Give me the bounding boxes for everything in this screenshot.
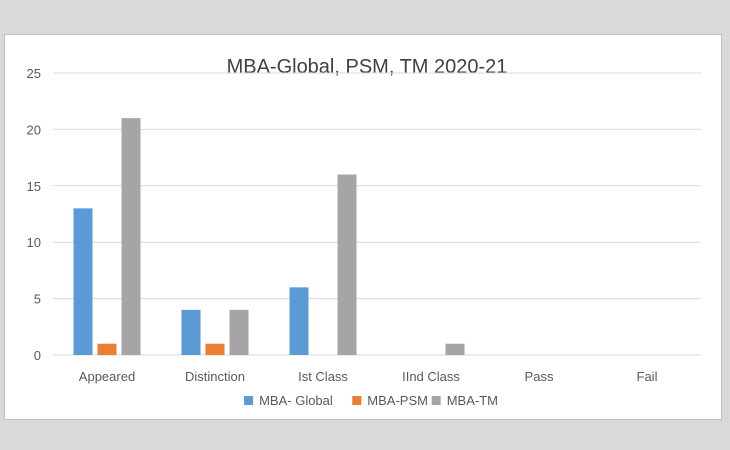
legend-label: MBA-PSM: [367, 393, 428, 408]
y-tick-label: 0: [34, 348, 41, 363]
legend: MBA- Global MBA-PSM MBA-TM: [244, 393, 498, 408]
bar-2-2: [205, 343, 225, 355]
bar-chart: MBA-Global, PSM, TM 2020-21 0 5 10 15 20 25 A…: [27, 56, 701, 408]
x-axis-ticks: Appeared Distinction Ist Class IInd Class Pa…: [79, 369, 658, 384]
bar-1-1: [73, 208, 93, 355]
x-tick-label: Appeared: [79, 369, 135, 384]
y-tick-label: 20: [27, 122, 41, 137]
x-tick-label: Ist Class: [298, 369, 348, 384]
legend-swatch: [244, 396, 254, 405]
y-tick-label: 10: [27, 235, 41, 250]
bar-3-1: [121, 118, 141, 356]
y-tick-label: 25: [27, 66, 41, 81]
chart-title: MBA-Global, PSM, TM 2020-21: [227, 56, 508, 78]
x-tick-label: Fail: [637, 369, 658, 384]
legend-label: MBA-TM: [447, 393, 498, 408]
x-tick-label: IInd Class: [402, 369, 460, 384]
y-tick-label: 5: [34, 292, 41, 307]
grid-lines: [53, 72, 701, 356]
legend-swatch: [431, 396, 441, 405]
bar-1-2: [181, 309, 201, 355]
chart-frame: MBA-Global, PSM, TM 2020-21 0 5 10 15 20 25 A…: [4, 34, 722, 420]
bar-2-1: [97, 343, 117, 355]
bar-3-2: [229, 309, 249, 355]
bar-3-4: [445, 343, 465, 355]
bar-3-3: [337, 174, 357, 355]
x-tick-label: Pass: [525, 369, 554, 384]
y-axis-ticks: 0 5 10 15 20 25: [27, 66, 41, 363]
y-tick-label: 15: [27, 179, 41, 194]
legend-swatch: [352, 396, 362, 405]
legend-label: MBA- Global: [259, 393, 333, 408]
bar-1-3: [289, 287, 309, 355]
x-tick-label: Distinction: [185, 369, 245, 384]
bars: [73, 118, 465, 356]
